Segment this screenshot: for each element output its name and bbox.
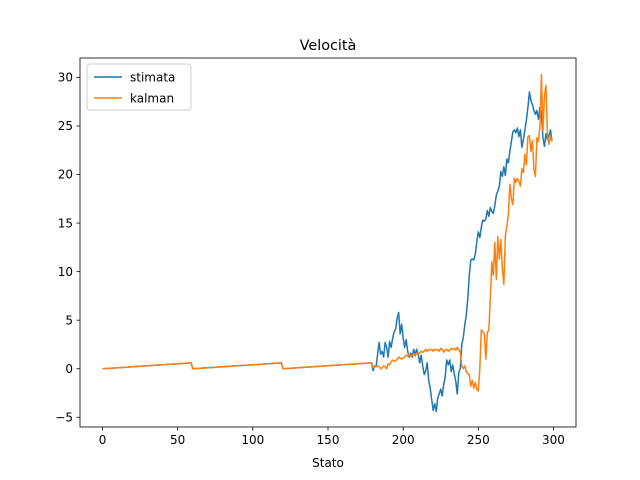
x-axis-label: Stato (312, 456, 344, 470)
legend-label-kalman: kalman (130, 91, 174, 105)
x-tick-label: 200 (392, 433, 415, 447)
x-tick-label: 300 (542, 433, 565, 447)
legend-label-stimata: stimata (130, 70, 175, 84)
x-tick-label: 100 (241, 433, 264, 447)
y-tick-label: −5 (55, 410, 73, 424)
chart-title: Velocità (300, 38, 357, 54)
legend: stimata kalman (86, 63, 192, 111)
y-axis: −5 0 5 10 15 20 25 30 (55, 71, 80, 424)
x-tick-label: 250 (467, 433, 490, 447)
y-tick-label: 15 (58, 216, 73, 230)
x-tick-label: 0 (99, 433, 107, 447)
y-tick-label: 20 (58, 168, 73, 182)
series-line-stimata (102, 91, 553, 413)
y-tick-label: 30 (58, 71, 73, 85)
series-line-kalman (102, 73, 553, 392)
y-tick-label: 0 (65, 362, 73, 376)
y-tick-label: 25 (58, 119, 73, 133)
x-tick-label: 50 (170, 433, 185, 447)
x-axis: 0 50 100 150 200 250 300 (99, 427, 565, 447)
x-tick-label: 150 (317, 433, 340, 447)
y-tick-label: 5 (65, 313, 73, 327)
y-tick-label: 10 (58, 265, 73, 279)
